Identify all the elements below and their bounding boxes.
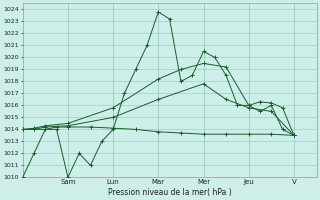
X-axis label: Pression niveau de la mer( hPa ): Pression niveau de la mer( hPa ) xyxy=(108,188,231,197)
